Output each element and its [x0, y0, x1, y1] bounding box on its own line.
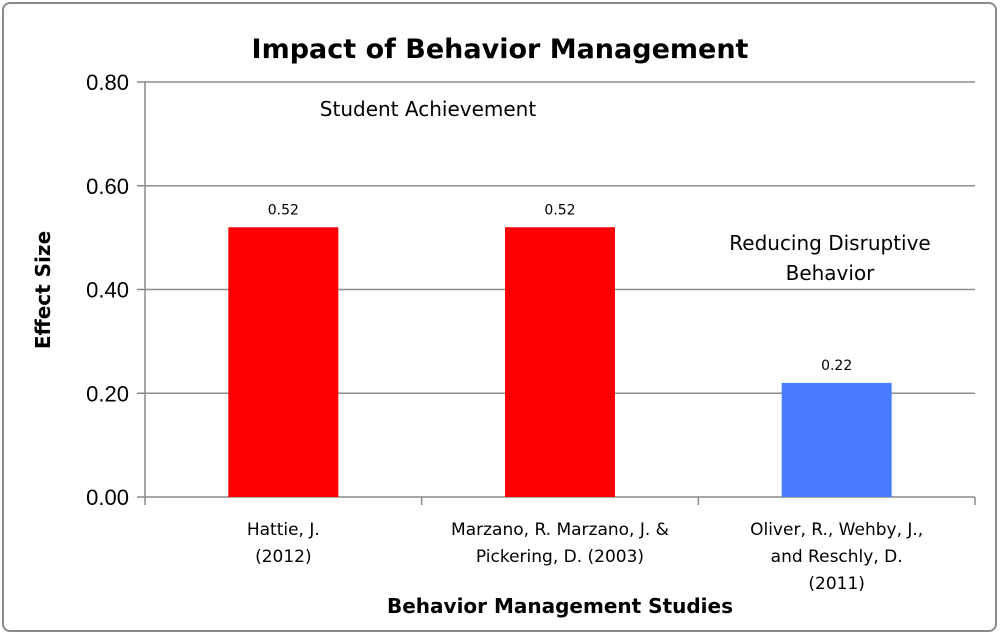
annotations: Student Achievement Reducing Disruptive Be…: [320, 97, 931, 285]
annotation-student-achievement: Student Achievement: [320, 97, 537, 121]
y-tick-label: 0.40: [86, 278, 129, 303]
chart-title: Impact of Behavior Management: [252, 34, 749, 65]
data-label: 0.52: [544, 202, 575, 218]
data-label: 0.52: [268, 202, 299, 218]
category-labels: Hattie, J. (2012) Marzano, R. Marzano, J. …: [247, 520, 923, 594]
data-label: 0.22: [821, 358, 852, 374]
bar: [505, 227, 615, 497]
chart-frame: [2, 2, 997, 632]
y-tick-label: 0.20: [86, 381, 129, 406]
annotation-reducing-disruptive-behavior: Reducing Disruptive Behavior: [729, 231, 930, 285]
bar: [228, 227, 339, 497]
bars: [228, 227, 892, 497]
x-axis-title: Behavior Management Studies: [387, 594, 733, 618]
y-tick-label: 0.00: [86, 485, 129, 510]
bar: [781, 382, 892, 497]
data-labels: 0.52 0.52 0.22: [268, 202, 853, 374]
category-label: Hattie, J. (2012): [247, 520, 320, 567]
y-tick-label: 0.60: [86, 174, 129, 199]
y-axis-title: Effect Size: [31, 231, 55, 349]
y-tick-label: 0.80: [86, 70, 129, 95]
category-label: Oliver, R., Wehby, J., and Reschly, D. (20…: [750, 520, 923, 594]
category-label: Marzano, R. Marzano, J. & Pickering, D. (…: [451, 520, 669, 567]
x-tick-marks: [144, 497, 976, 505]
y-tick-labels: 0.00 0.20 0.40 0.60 0.80: [86, 70, 129, 510]
